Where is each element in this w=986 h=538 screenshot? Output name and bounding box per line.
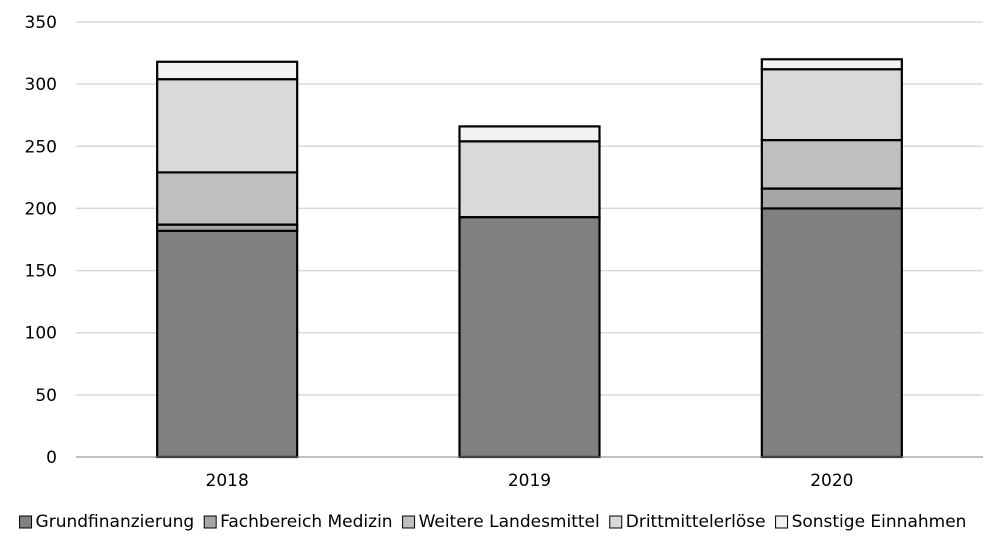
bar-segment: [458, 125, 601, 143]
legend-label: Weitere Landesmittel: [419, 512, 600, 532]
x-tick-label: 2019: [508, 471, 551, 491]
legend-item: Fachbereich Medizin: [203, 512, 393, 532]
y-tick-label: 250: [25, 137, 57, 157]
legend-swatch: [775, 515, 789, 529]
y-tick-label: 150: [25, 262, 57, 282]
x-axis-tick-labels: 2018 2019 2020: [206, 471, 854, 491]
bar-segment: [156, 78, 299, 174]
bar-segment: [760, 207, 903, 459]
legend-label: Sonstige Einnahmen: [792, 512, 967, 532]
legend-swatch: [609, 515, 623, 529]
y-tick-label: 100: [25, 324, 57, 344]
bar-segment: [156, 171, 299, 226]
legend-item: Sonstige Einnahmen: [775, 512, 967, 532]
legend-item: Grundfinanzierung: [19, 512, 195, 532]
bars: [156, 58, 903, 459]
y-tick-label: 300: [25, 75, 57, 95]
y-tick-label: 350: [25, 13, 57, 33]
bar-segment: [156, 60, 299, 81]
x-tick-label: 2018: [206, 471, 249, 491]
bar-segment: [156, 229, 299, 459]
x-tick-label: 2020: [810, 471, 853, 491]
y-tick-label: 0: [46, 448, 57, 468]
bar-segment: [458, 140, 601, 219]
bar-segment: [458, 216, 601, 459]
bar-segment: [760, 187, 903, 210]
legend-label: Drittmittelerlöse: [626, 512, 766, 532]
y-tick-label: 200: [25, 199, 57, 219]
legend-item: Drittmittelerlöse: [609, 512, 766, 532]
legend-swatch: [203, 515, 217, 529]
legend-swatch: [19, 515, 33, 529]
legend-label: Grundfinanzierung: [36, 512, 195, 532]
legend: Grundfinanzierung Fachbereich Medizin Weit…: [19, 512, 967, 532]
legend-label: Fachbereich Medizin: [220, 512, 392, 532]
bar-segment: [760, 68, 903, 142]
bar-segment: [760, 138, 903, 190]
bar-segment: [760, 58, 903, 71]
y-axis-tick-labels: 0 50 100 150 200 250 300 350: [25, 13, 57, 468]
y-tick-label: 50: [35, 386, 57, 406]
legend-swatch: [402, 515, 416, 529]
legend-item: Weitere Landesmittel: [402, 512, 600, 532]
